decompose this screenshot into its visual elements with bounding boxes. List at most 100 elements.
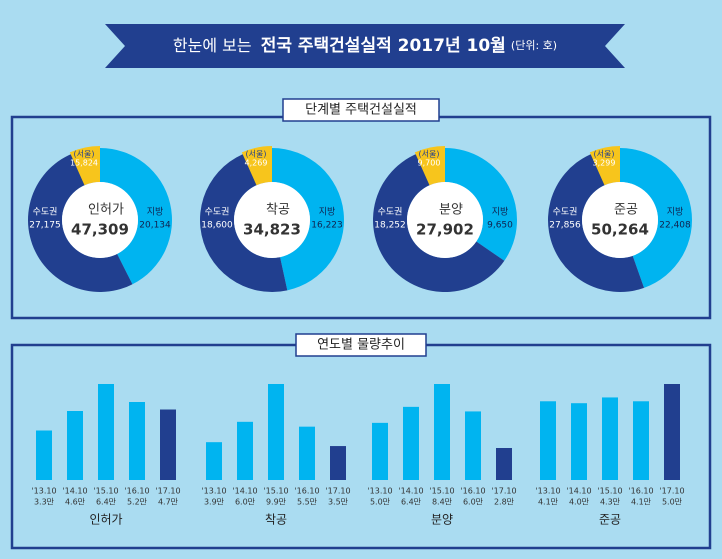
seoul-label: 4,269 — [245, 159, 268, 168]
bar — [36, 430, 52, 480]
donut-segment — [445, 148, 517, 261]
chart-title: 분양 — [439, 203, 463, 218]
seoul-wedge — [414, 146, 445, 186]
category-label: 지방 — [319, 207, 336, 218]
value-label: 6.4만 — [96, 498, 117, 507]
seoul-label: 9,700 — [418, 159, 441, 168]
seoul-name: (서울) — [594, 150, 615, 159]
value-label: 22,408 — [659, 221, 691, 231]
chart-title: 분양 — [431, 513, 453, 527]
value-label: 6.0만 — [235, 498, 256, 507]
value-label: 4.3만 — [600, 498, 621, 507]
total-label: 47,309 — [71, 221, 129, 239]
value-label: 3.3만 — [34, 498, 55, 507]
bar — [299, 426, 315, 480]
category-label: 지방 — [147, 207, 164, 218]
donut-segment — [100, 148, 173, 285]
value-label: 3.9만 — [204, 498, 225, 507]
value-label: 6.0만 — [463, 498, 484, 507]
value-label: 2.8만 — [494, 498, 515, 507]
value-label: 16,223 — [311, 221, 343, 231]
x-tick-label: '13.10 — [367, 487, 392, 496]
x-tick-label: '17.10 — [325, 487, 350, 496]
bar — [206, 442, 222, 480]
seoul-label: 3,299 — [593, 159, 616, 168]
donut-segment — [272, 148, 344, 291]
value-label: 3.5만 — [328, 498, 349, 507]
value-label: 20,134 — [139, 221, 171, 231]
value-label: 4.0만 — [569, 498, 590, 507]
chart-title: 착공 — [266, 203, 290, 218]
value-label: 5.2만 — [127, 498, 148, 507]
value-label: 27,856 — [549, 221, 581, 231]
section-label-box — [282, 98, 440, 122]
bar — [571, 403, 587, 480]
header-unit: (단위: 호) — [511, 39, 557, 52]
seoul-wedge — [241, 146, 272, 186]
donut-segment — [28, 148, 133, 292]
value-label: 8.4만 — [432, 498, 453, 507]
donut-segment — [372, 148, 505, 292]
x-tick-label: '17.10 — [491, 487, 516, 496]
header-main: 전국 주택건설실적 2017년 10월 — [261, 36, 506, 56]
bar — [129, 402, 145, 480]
value-label: 5.0만 — [662, 498, 683, 507]
section-label-box — [295, 333, 427, 357]
bar — [403, 406, 419, 480]
value-label: 4.6만 — [65, 498, 86, 507]
value-label: 4.1만 — [538, 498, 559, 507]
total-label: 34,823 — [243, 221, 301, 239]
value-label: 6.4만 — [401, 498, 422, 507]
category-label: 수도권 — [205, 206, 230, 218]
chart-title: 준공 — [599, 513, 621, 527]
category-label: 지방 — [667, 207, 684, 218]
value-label: 18,252 — [374, 221, 406, 231]
category-label: 지방 — [492, 207, 509, 218]
bar — [602, 397, 618, 480]
header-ribbon — [105, 24, 625, 68]
chart-title: 착공 — [265, 513, 287, 527]
x-tick-label: '15.10 — [93, 487, 118, 496]
chart-title: 인허가 — [88, 203, 124, 218]
seoul-wedge — [589, 146, 620, 186]
x-tick-label: '13.10 — [201, 487, 226, 496]
x-tick-label: '15.10 — [429, 487, 454, 496]
bar — [268, 384, 284, 480]
x-tick-label: '16.10 — [124, 487, 149, 496]
seoul-name: (서울) — [419, 150, 440, 159]
category-label: 수도권 — [378, 206, 403, 218]
value-label: 9,650 — [487, 221, 513, 231]
value-label: 4.7만 — [158, 498, 179, 507]
value-label: 5.0만 — [370, 498, 391, 507]
x-tick-label: '14.10 — [566, 487, 591, 496]
category-label: 수도권 — [553, 206, 578, 218]
bar — [237, 421, 253, 480]
bar — [633, 401, 649, 480]
total-label: 27,902 — [416, 221, 474, 239]
x-tick-label: '16.10 — [628, 487, 653, 496]
seoul-name: (서울) — [246, 150, 267, 159]
seoul-name: (서울) — [74, 150, 95, 159]
bar — [67, 411, 83, 480]
x-tick-label: '16.10 — [294, 487, 319, 496]
value-label: 9.9만 — [266, 498, 287, 507]
donut-segment — [548, 148, 645, 292]
bar — [330, 446, 346, 480]
value-label: 4.1만 — [631, 498, 652, 507]
bar — [160, 409, 176, 480]
donut-segment — [199, 148, 288, 292]
bar — [372, 422, 388, 480]
bar — [98, 384, 114, 480]
x-tick-label: '16.10 — [460, 487, 485, 496]
bar — [540, 401, 556, 480]
donut-hole — [582, 182, 658, 258]
bar — [434, 384, 450, 480]
donut-hole — [234, 182, 310, 258]
header-intro: 한눈에 보는 — [173, 36, 252, 55]
bar — [496, 448, 512, 480]
x-tick-label: '14.10 — [398, 487, 423, 496]
value-label: 5.5만 — [297, 498, 318, 507]
chart-title: 준공 — [614, 203, 638, 218]
chart-title: 인허가 — [89, 513, 122, 527]
